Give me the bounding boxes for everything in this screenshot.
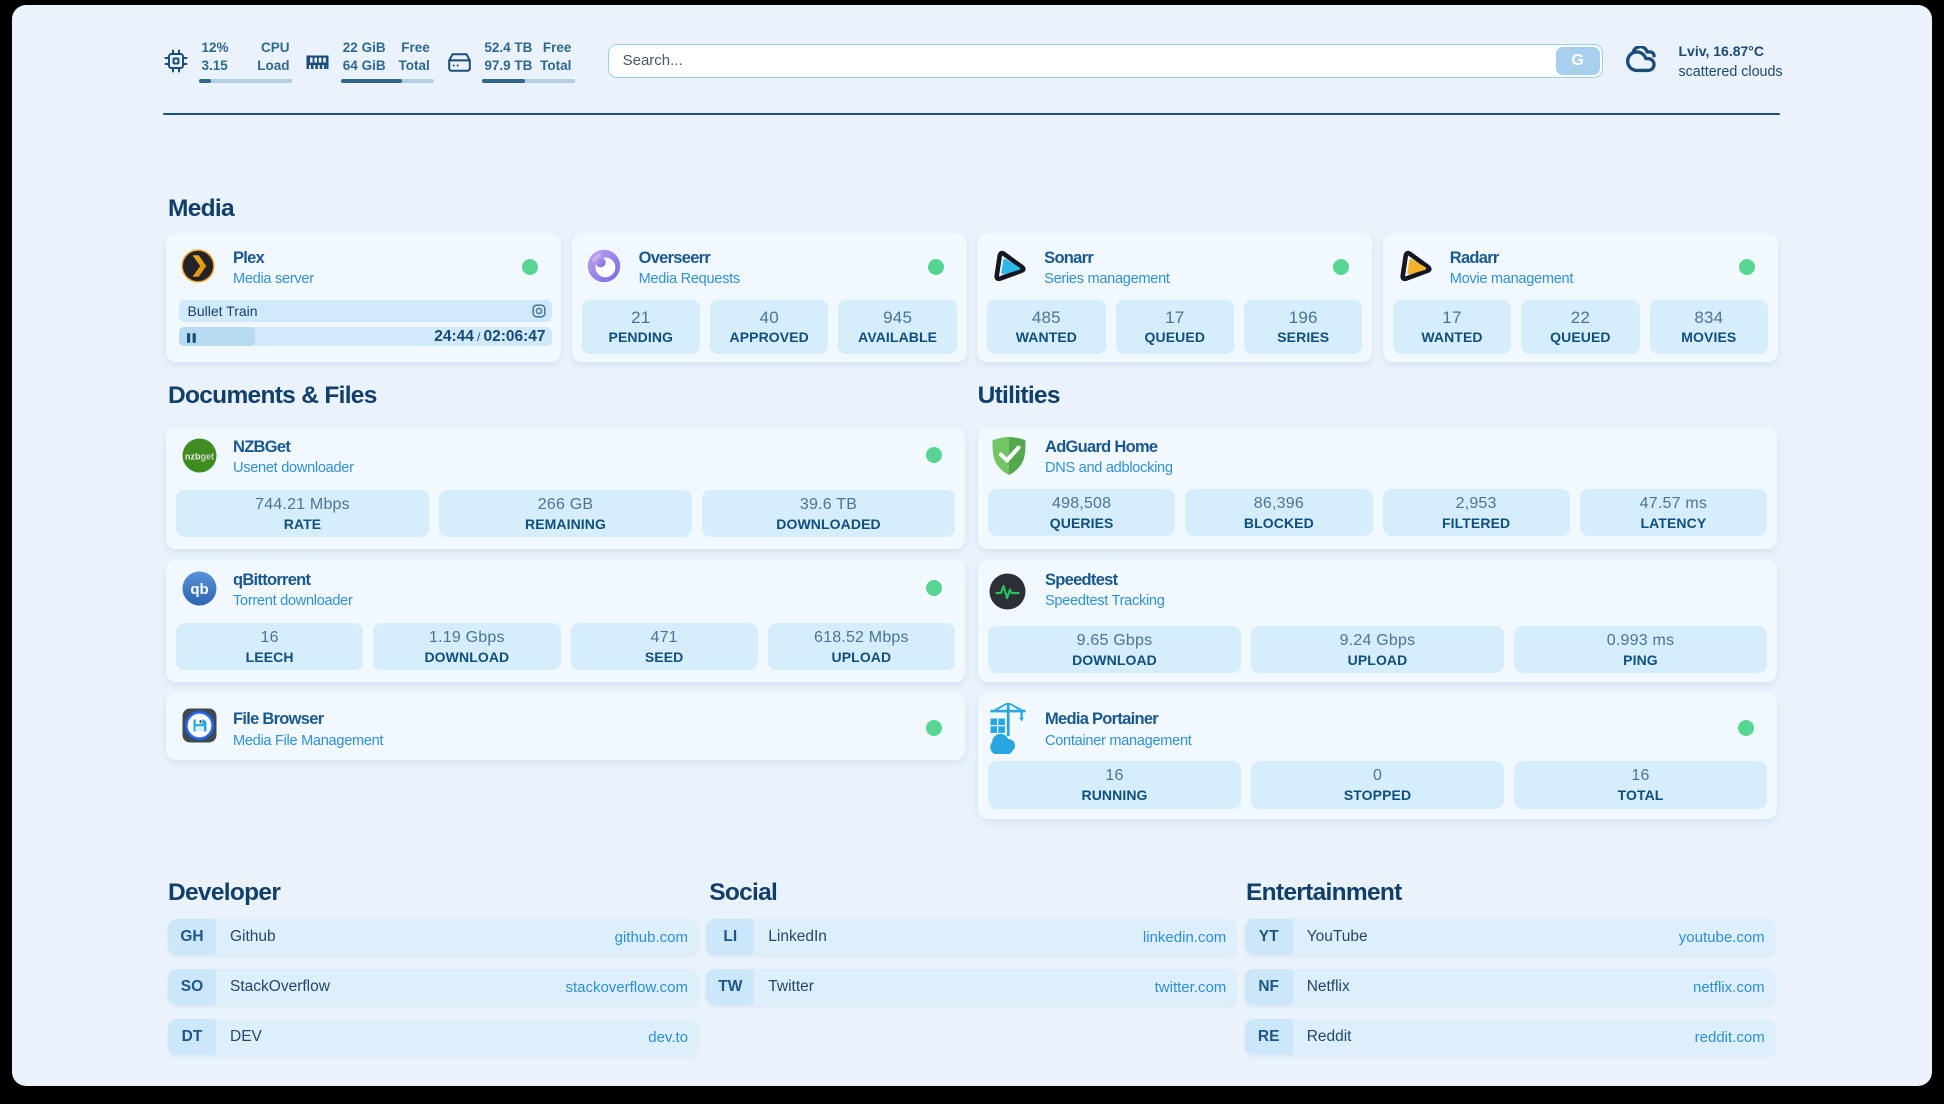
- svg-text:nzbget: nzbget: [185, 451, 214, 461]
- svg-text:qb: qb: [190, 581, 208, 598]
